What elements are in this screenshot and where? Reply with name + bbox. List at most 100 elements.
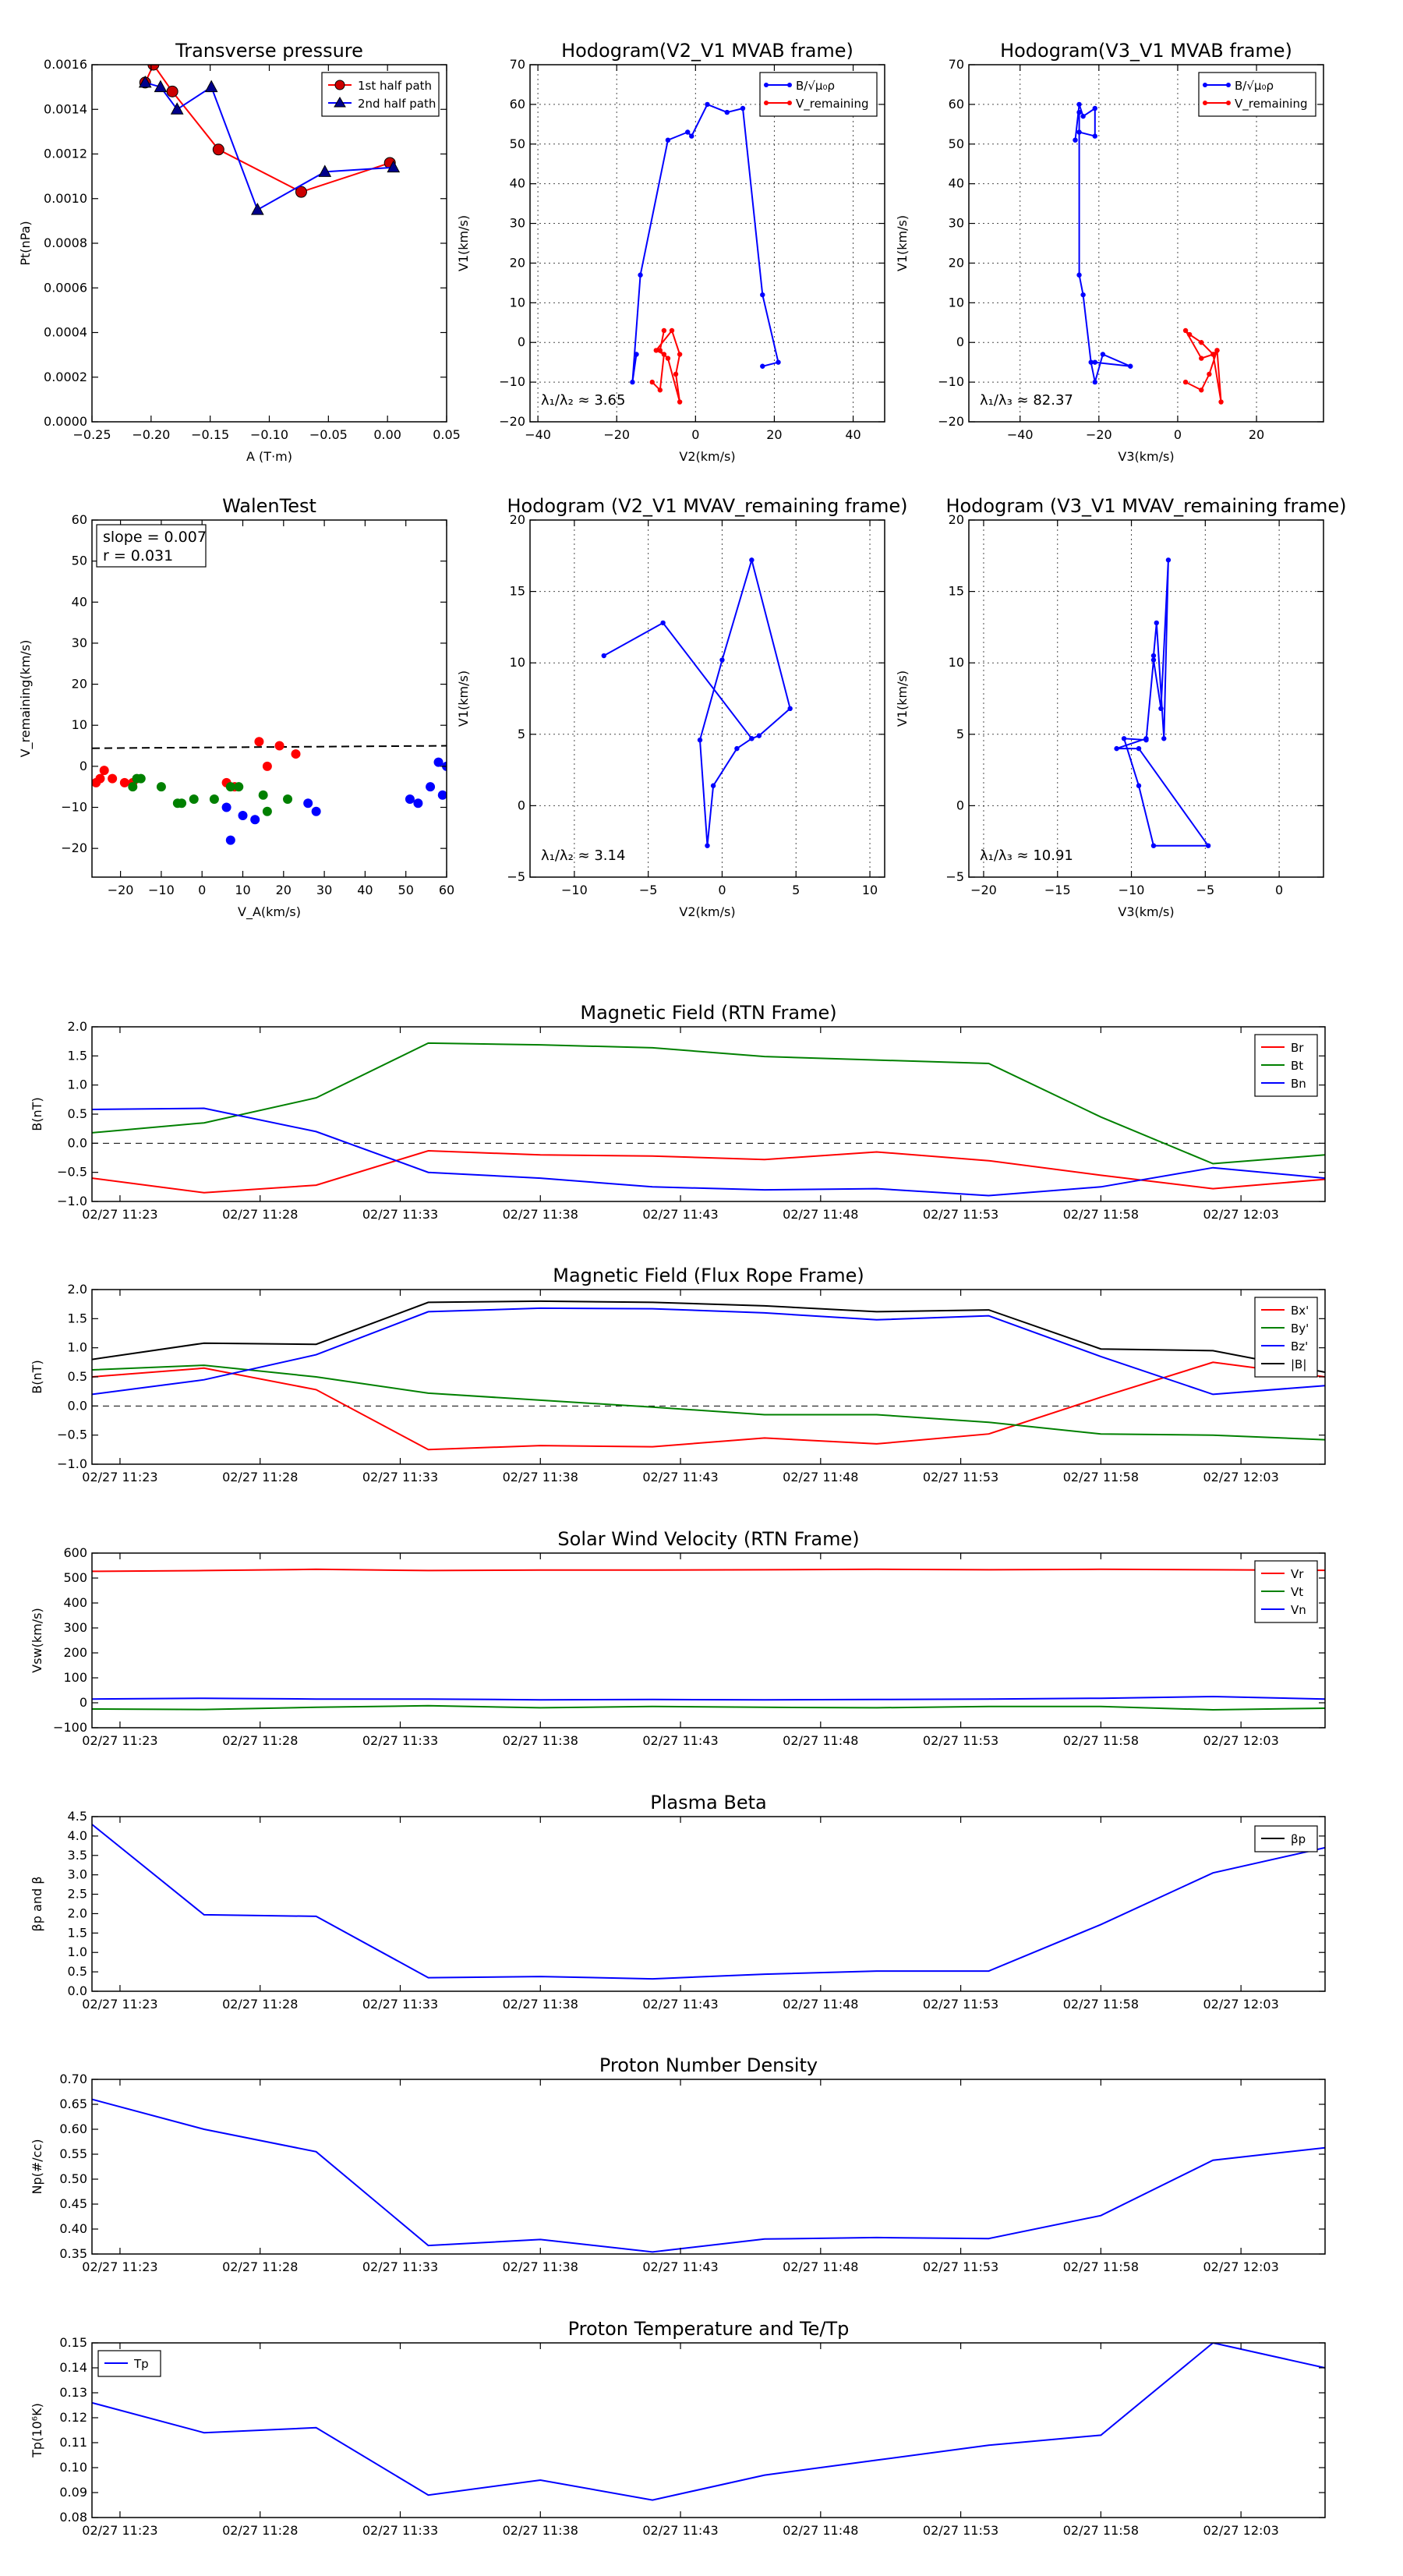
plot-area	[630, 101, 781, 405]
scatter-point	[108, 773, 118, 784]
y-tick-label: −10	[499, 374, 525, 389]
x-tick-label: −0.10	[250, 427, 288, 442]
plot-area	[92, 2098, 1325, 2253]
y-axis-label: V1(km/s)	[456, 671, 471, 727]
scatter-point	[405, 794, 415, 804]
legend-label: B/√μ₀ρ	[796, 79, 835, 93]
axes-frame	[91, 1026, 1326, 1202]
x-tick-label: 02/27 11:28	[222, 2523, 298, 2538]
chart-plasma_beta: 02/27 11:23 02/27 11:28 02/27 11:33 02/27 1…	[30, 1792, 1326, 2012]
y-tick-label: −1.0	[57, 1456, 87, 1471]
legend-label: 1st half path	[358, 79, 432, 93]
x-tick-label: 02/27 11:43	[642, 1470, 718, 1484]
chart-hodogram_v3v1_mvab: −40 −20 0 20 −20 −10 0 10 20 30 40 50 60 70 Hodogram(V…	[895, 40, 1324, 464]
series-bz--line	[92, 1307, 1325, 1396]
axes-frame	[529, 519, 885, 878]
y-tick-label: 0.55	[59, 2146, 87, 2161]
x-tick-label: −15	[1044, 883, 1071, 897]
series-v-remaining-point	[1210, 352, 1216, 357]
y-tick-label: 1.5	[68, 1925, 87, 1940]
series-b--line	[1074, 104, 1131, 383]
series-b--line	[631, 103, 779, 383]
series-b--point	[685, 129, 691, 135]
legend-label: Vt	[1291, 1585, 1303, 1599]
y-tick-label: 0.0	[68, 1983, 87, 1998]
series-2nd-half-path-marker	[154, 80, 168, 93]
legend-marker	[764, 101, 769, 105]
scatter-point	[291, 749, 301, 759]
annotation-box	[96, 524, 207, 568]
series-v-remaining-point	[1214, 348, 1220, 353]
series-0-point	[1165, 557, 1172, 563]
axes-frame	[91, 2079, 1326, 2255]
scatter-point	[221, 802, 231, 812]
legend-label: Vn	[1291, 1603, 1306, 1617]
series-v-remaining-point	[665, 356, 671, 361]
y-axis-label: Tp(10⁶K)	[30, 2403, 44, 2458]
series-v-remaining-point	[1199, 340, 1204, 345]
x-tick-label: 0.00	[373, 427, 401, 442]
x-tick-label: 02/27 11:38	[503, 1733, 578, 1748]
y-tick-label: 0.0	[68, 1135, 87, 1150]
x-tick-label: −5	[639, 883, 658, 897]
chart-title: Hodogram(V2_V1 MVAB frame)	[561, 40, 853, 62]
x-tick-label: 0	[691, 427, 699, 442]
y-tick-label: 70	[510, 57, 525, 72]
series-v-remaining-point	[677, 399, 683, 405]
x-tick-label: 02/27 11:28	[222, 1470, 298, 1484]
x-tick-label: 02/27 11:28	[222, 2259, 298, 2274]
y-tick-label: 0	[956, 334, 964, 349]
series-tp-line	[92, 2343, 1325, 2501]
x-tick-label: 02/27 12:03	[1203, 1733, 1278, 1748]
y-tick-label: 0.60	[59, 2121, 87, 2136]
y-tick-label: 500	[63, 1570, 87, 1585]
x-tick-label: −0.15	[191, 427, 229, 442]
x-tick-label: 02/27 11:48	[783, 2523, 858, 2538]
x-tick-label: 02/27 12:03	[1203, 1207, 1278, 1222]
legend-marker	[1203, 83, 1207, 87]
x-tick-label: −0.25	[72, 427, 111, 442]
x-tick-label: 02/27 12:03	[1203, 1997, 1278, 2012]
y-tick-label: 0.0006	[44, 280, 87, 295]
axes-frame	[91, 2342, 1326, 2518]
series-0-point	[1136, 745, 1142, 752]
series-v-remaining-point	[1186, 331, 1193, 338]
series-0-point	[1205, 843, 1211, 848]
scatter-point	[128, 782, 138, 792]
legend-label: Bt	[1291, 1059, 1303, 1073]
y-tick-label: 5	[518, 727, 525, 741]
y-tick-label: 60	[949, 97, 964, 111]
y-tick-label: 1.0	[68, 1944, 87, 1959]
plot-area	[1114, 557, 1211, 848]
series-b--point	[689, 133, 694, 139]
series-0-point	[1114, 745, 1119, 752]
series-0-point	[756, 733, 762, 738]
scatter-point	[262, 806, 272, 816]
y-tick-label: 30	[510, 216, 525, 231]
x-tick-label: 02/27 11:23	[82, 1470, 157, 1484]
y-tick-label: 2.5	[68, 1887, 87, 1902]
series-v-remaining-point	[649, 379, 655, 385]
legend-marker	[1226, 101, 1231, 105]
y-tick-label: −1.0	[57, 1194, 87, 1208]
y-tick-label: 0.15	[59, 2335, 87, 2350]
series-b--point	[634, 352, 639, 357]
series-b--point	[665, 137, 671, 143]
y-tick-label: 0.50	[59, 2171, 87, 2186]
scatter-point	[156, 782, 166, 792]
annotation-text: slope = 0.007	[103, 529, 207, 546]
series-2nd-half-path-marker	[138, 75, 152, 88]
y-tick-label: 0.13	[59, 2385, 87, 2400]
scatter-point	[274, 741, 284, 751]
scatter-point	[283, 794, 293, 804]
x-tick-label: 02/27 11:33	[362, 1207, 438, 1222]
y-tick-label: 2.0	[68, 1019, 87, 1034]
series-2nd-half-path-marker	[170, 102, 184, 115]
y-tick-label: 0.65	[59, 2097, 87, 2111]
x-tick-label: 02/27 11:43	[642, 2259, 718, 2274]
series-v-remaining-point	[653, 348, 659, 353]
x-tick-label: 02/27 11:23	[82, 1997, 157, 2012]
series-b--point	[1080, 113, 1086, 119]
y-tick-label: 0.0002	[44, 370, 87, 384]
